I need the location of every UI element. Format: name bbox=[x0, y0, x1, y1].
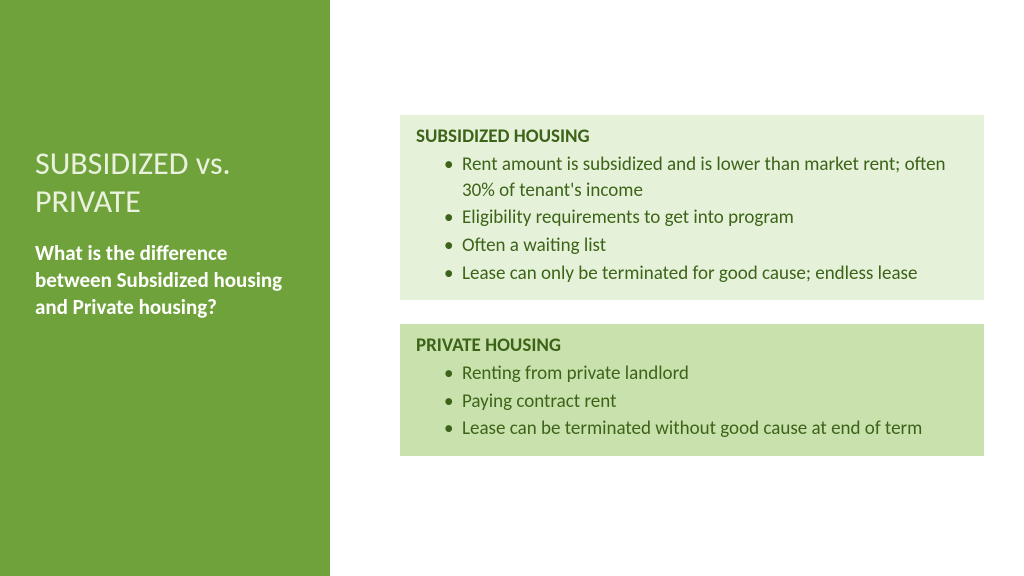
bullet-list: Rent amount is subsidized and is lower t… bbox=[416, 152, 968, 286]
list-item: Lease can only be terminated for good ca… bbox=[444, 261, 968, 287]
list-item: Eligibility requirements to get into pro… bbox=[444, 205, 968, 231]
list-item: Lease can be terminated without good cau… bbox=[444, 416, 968, 442]
list-item: Paying contract rent bbox=[444, 389, 968, 415]
slide-title: SUBSIDIZED vs. PRIVATE bbox=[35, 145, 295, 222]
sidebar-panel: SUBSIDIZED vs. PRIVATE What is the diffe… bbox=[0, 0, 330, 576]
slide-subtitle: What is the difference between Subsidize… bbox=[35, 240, 295, 322]
list-item: Often a waiting list bbox=[444, 233, 968, 259]
bullet-list: Renting from private landlord Paying con… bbox=[416, 361, 968, 442]
box-heading: SUBSIDIZED HOUSING bbox=[416, 125, 968, 148]
list-item: Renting from private landlord bbox=[444, 361, 968, 387]
private-housing-box: PRIVATE HOUSING Renting from private lan… bbox=[400, 324, 984, 456]
subsidized-housing-box: SUBSIDIZED HOUSING Rent amount is subsid… bbox=[400, 115, 984, 300]
list-item: Rent amount is subsidized and is lower t… bbox=[444, 152, 968, 203]
content-area: SUBSIDIZED HOUSING Rent amount is subsid… bbox=[330, 0, 1024, 576]
box-heading: PRIVATE HOUSING bbox=[416, 334, 968, 357]
